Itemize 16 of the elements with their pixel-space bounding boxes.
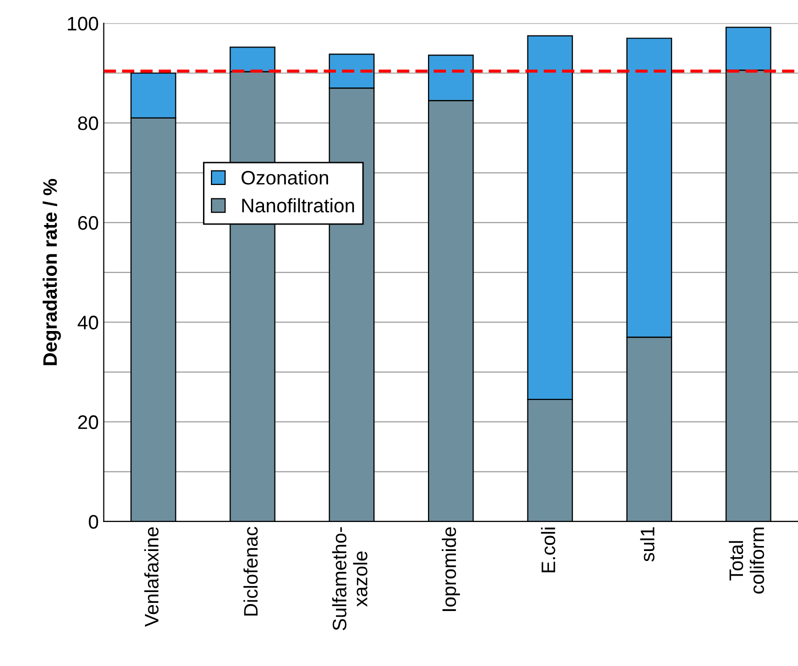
- x-tick-label: Total coliform: [728, 528, 764, 594]
- x-tick-label: E.coli: [540, 528, 556, 572]
- y-axis-title: Degradation rate / %: [42, 178, 61, 366]
- y-tick-label: 60: [78, 216, 98, 230]
- y-tick-label: 20: [78, 415, 98, 430]
- legend-label: Nanofiltration: [242, 198, 354, 212]
- x-tick-label: Venlafaxine: [144, 527, 159, 627]
- x-tick-label: Sulfametho- xazole: [332, 527, 368, 630]
- x-tick-label: Diclofenac: [243, 526, 258, 616]
- y-tick-label: 80: [78, 116, 98, 130]
- y-tick-label: 0: [88, 514, 98, 529]
- x-tick-label: sul1: [640, 527, 654, 562]
- x-tick-label: Iopromide: [442, 527, 460, 611]
- legend-label: Ozonation: [242, 170, 328, 185]
- y-tick-label: 100: [68, 16, 98, 31]
- y-tick-label: 40: [78, 316, 98, 330]
